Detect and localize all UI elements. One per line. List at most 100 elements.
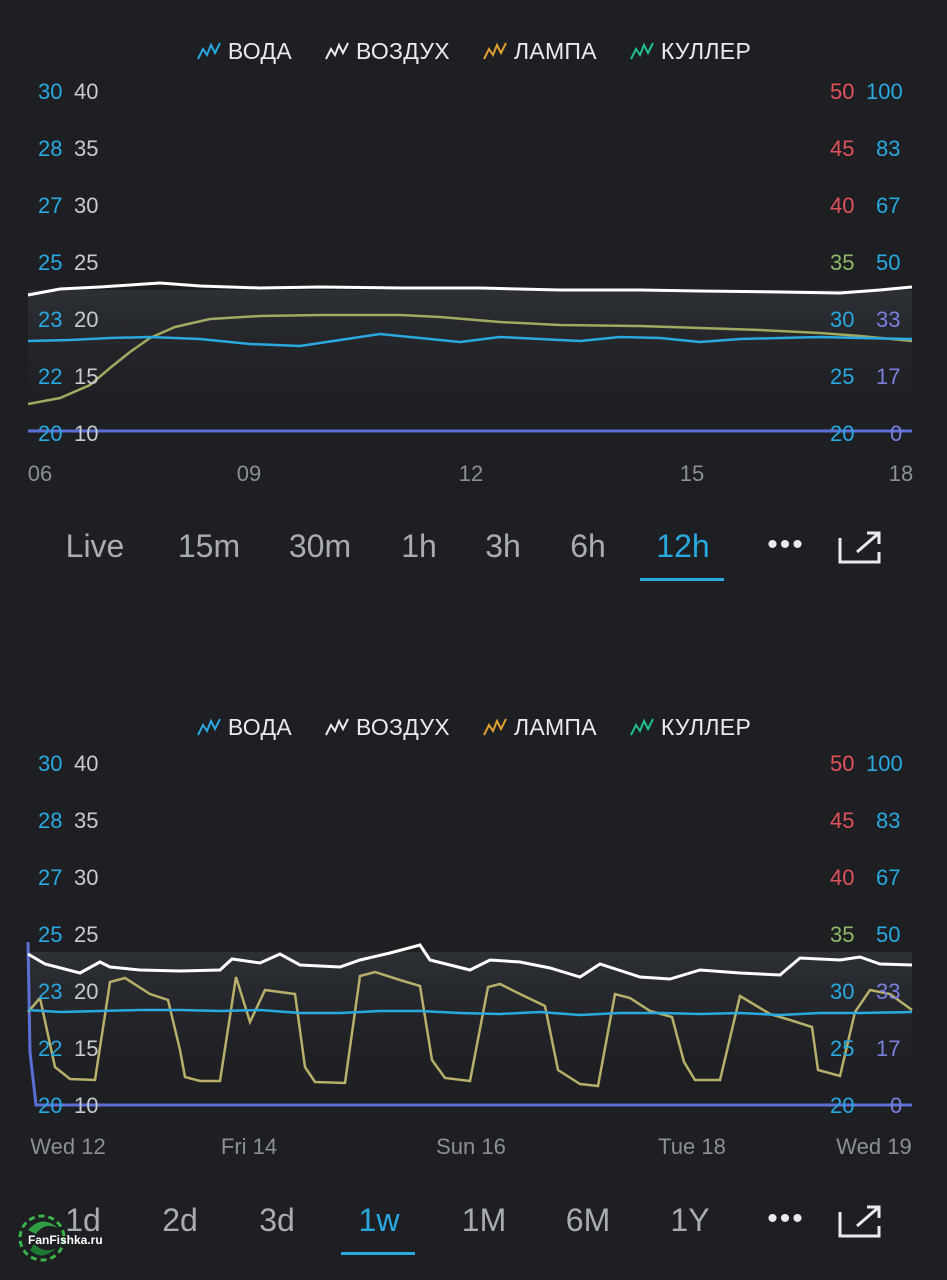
chart-plot-1w[interactable] xyxy=(0,672,947,1142)
axis-tick: 50 xyxy=(876,250,901,275)
axis-tick: 40 xyxy=(830,865,855,890)
axis-tick: 23 xyxy=(38,307,63,332)
range-1h[interactable]: 1h xyxy=(401,528,437,564)
range-3h[interactable]: 3h xyxy=(485,528,521,564)
axis-tick: 40 xyxy=(74,751,99,776)
legend-item-cooler[interactable]: КУЛЛЕР xyxy=(629,38,751,65)
chart-panel-12h: ВОДА ВОЗДУХ ЛАМПА КУЛЛЕР xyxy=(0,0,947,588)
range-1Y[interactable]: 1Y xyxy=(670,1202,710,1238)
axis-tick: 50 xyxy=(830,751,855,776)
legend-item-water[interactable]: ВОДА xyxy=(196,38,292,65)
axis-tick: 28 xyxy=(38,808,63,833)
axis-tick: 20 xyxy=(830,421,855,446)
chart-line-icon xyxy=(630,718,654,735)
axis-tick: 30 xyxy=(74,865,99,890)
range-15m[interactable]: 15m xyxy=(177,528,241,564)
series-lamp-line xyxy=(27,970,913,1088)
time-range-selector: 1d 2d 3d 1w 1M 6M 1Y ••• xyxy=(0,1202,947,1262)
range-3d[interactable]: 3d xyxy=(259,1202,295,1238)
external-open-icon[interactable] xyxy=(837,1204,883,1238)
axis-tick: 20 xyxy=(38,421,63,446)
axis-tick: 35 xyxy=(830,250,855,275)
axis-tick: 27 xyxy=(38,193,63,218)
more-horizontal-icon[interactable]: ••• xyxy=(767,1202,805,1235)
axis-tick: 30 xyxy=(830,979,855,1004)
legend-label: ЛАМПА xyxy=(513,38,597,64)
axis-tick: 35 xyxy=(74,808,99,833)
axis-tick: 20 xyxy=(830,1093,855,1118)
chart-legend: ВОДА ВОЗДУХ ЛАМПА КУЛЛЕР xyxy=(0,38,947,65)
x-tick: 06 xyxy=(27,461,53,486)
legend-item-cooler[interactable]: КУЛЛЕР xyxy=(629,714,751,741)
more-horizontal-icon[interactable]: ••• xyxy=(767,528,805,561)
series-air-line xyxy=(27,943,913,981)
axis-tick: 17 xyxy=(876,364,901,389)
x-tick: 09 xyxy=(236,461,262,486)
axis-tick: 83 xyxy=(876,808,901,833)
series-air-line xyxy=(27,281,913,297)
chart-panel-1w: ВОДА ВОЗДУХ ЛАМПА КУЛЛЕР xyxy=(0,672,947,1280)
legend-item-lamp[interactable]: ЛАМПА xyxy=(482,714,597,741)
range-1M[interactable]: 1M xyxy=(461,1202,507,1238)
x-tick: Sun 16 xyxy=(436,1134,506,1159)
axis-tick: 23 xyxy=(38,979,63,1004)
axis-tick: 83 xyxy=(876,136,901,161)
axis-tick: 20 xyxy=(74,307,99,332)
legend-item-air[interactable]: ВОЗДУХ xyxy=(324,38,450,65)
axis-tick: 25 xyxy=(74,250,99,275)
axis-tick: 27 xyxy=(38,865,63,890)
axis-tick: 50 xyxy=(830,79,855,104)
x-tick: Tue 18 xyxy=(658,1134,726,1159)
axis-tick: 67 xyxy=(876,865,901,890)
chart-line-icon xyxy=(325,718,349,735)
range-6M[interactable]: 6M xyxy=(565,1202,611,1238)
chart-plot-12h[interactable] xyxy=(0,0,947,470)
axis-tick: 20 xyxy=(38,1093,63,1118)
range-30m[interactable]: 30m xyxy=(288,528,352,564)
axis-tick: 50 xyxy=(876,922,901,947)
axis-tick: 25 xyxy=(830,1036,855,1061)
legend-label: ЛАМПА xyxy=(513,714,597,740)
series-water-line xyxy=(27,1008,913,1017)
range-12h[interactable]: 12h xyxy=(656,528,710,564)
axis-tick: 22 xyxy=(38,364,63,389)
series-water-line xyxy=(27,332,913,348)
legend-label: ВОЗДУХ xyxy=(355,714,450,740)
x-tick: Wed 19 xyxy=(836,1134,912,1159)
range-1w[interactable]: 1w xyxy=(358,1202,400,1238)
x-tick: Fri 14 xyxy=(220,1134,278,1159)
axis-tick: 10 xyxy=(74,1093,99,1118)
axis-tick: 22 xyxy=(38,1036,63,1061)
chart-line-icon xyxy=(630,42,654,59)
axis-tick: 28 xyxy=(38,136,63,161)
legend-label: ВОЗДУХ xyxy=(355,38,450,64)
x-tick: Wed 12 xyxy=(30,1134,106,1159)
range-live[interactable]: Live xyxy=(65,528,125,564)
legend-label: ВОДА xyxy=(227,38,292,64)
axis-tick: 35 xyxy=(830,922,855,947)
axis-tick: 30 xyxy=(38,79,63,104)
active-range-underline xyxy=(640,578,724,581)
axis-tick: 17 xyxy=(876,1036,901,1061)
axis-tick: 0 xyxy=(890,1093,903,1118)
axis-tick: 30 xyxy=(74,193,99,218)
axis-tick: 30 xyxy=(830,307,855,332)
chart-line-icon xyxy=(196,42,221,59)
range-1d[interactable]: 1d xyxy=(65,1202,101,1238)
axis-tick: 35 xyxy=(74,136,99,161)
area-fill xyxy=(28,290,912,432)
chart-line-icon xyxy=(325,42,349,59)
axis-tick: 33 xyxy=(876,979,901,1004)
fanfishka-logo: FanFishka.ru xyxy=(18,1214,103,1262)
chart-line-icon xyxy=(196,718,221,735)
axis-tick: 0 xyxy=(890,421,903,446)
legend-item-lamp[interactable]: ЛАМПА xyxy=(482,38,597,65)
range-6h[interactable]: 6h xyxy=(570,528,606,564)
time-range-selector: Live 15m 30m 1h 3h 6h 12h ••• xyxy=(0,528,947,588)
legend-item-water[interactable]: ВОДА xyxy=(196,714,292,741)
external-open-icon[interactable] xyxy=(837,530,883,564)
axis-tick: 33 xyxy=(876,307,901,332)
legend-item-air[interactable]: ВОЗДУХ xyxy=(324,714,450,741)
logo-text: FanFishka.ru xyxy=(28,1233,103,1247)
range-2d[interactable]: 2d xyxy=(162,1202,198,1238)
